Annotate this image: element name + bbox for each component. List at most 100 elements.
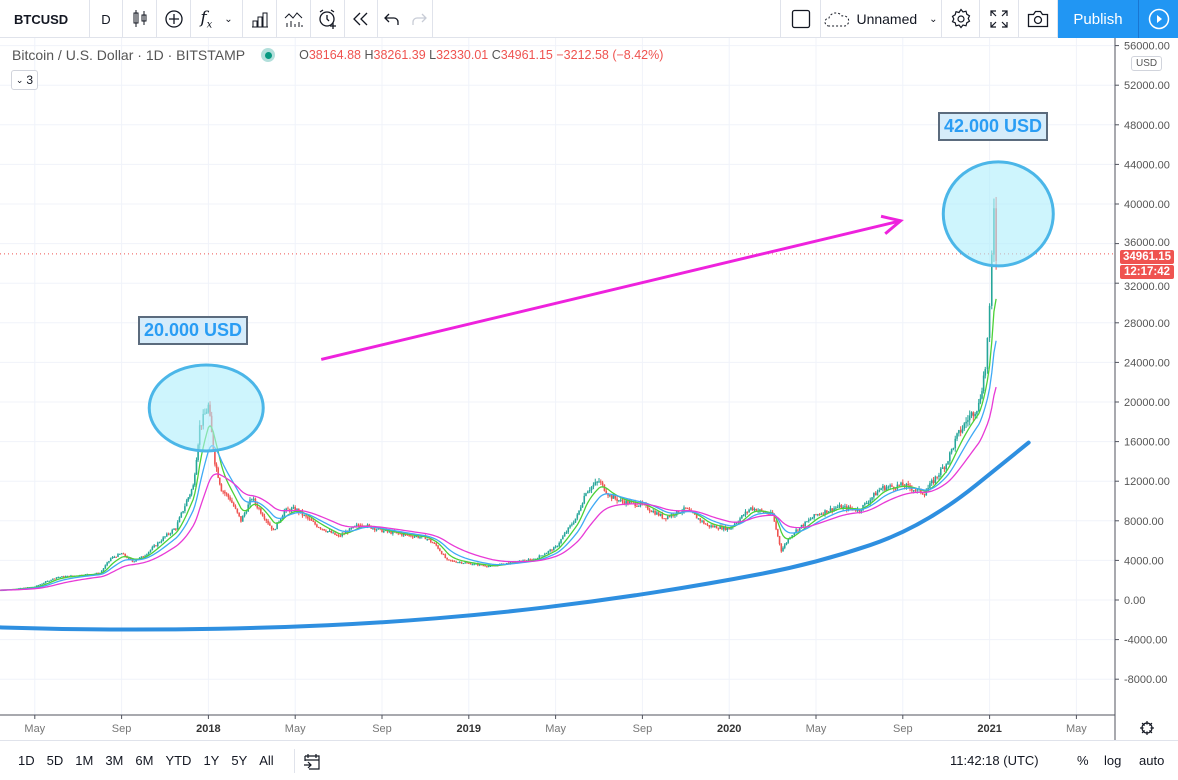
chart-type-button[interactable] (123, 0, 157, 38)
candle-body (965, 421, 967, 424)
candle-body (677, 510, 680, 514)
candle-body (129, 557, 132, 560)
candle-body (552, 547, 555, 551)
candle-body (247, 504, 249, 512)
range-1m[interactable]: 1M (75, 753, 94, 768)
candle-body (760, 509, 763, 511)
candle-body (717, 528, 720, 530)
settings-icon (951, 8, 970, 29)
indicators-button[interactable]: fx ⌄ (191, 0, 243, 38)
alert-button[interactable] (311, 0, 345, 38)
layout-button[interactable] (780, 0, 821, 38)
fullscreen-button[interactable] (980, 0, 1019, 38)
annotation-20000[interactable]: 20.000 USD (138, 316, 249, 345)
auto-toggle[interactable]: auto (1139, 753, 1165, 768)
candle-body (68, 575, 70, 577)
candle-body (486, 566, 488, 568)
divider (293, 748, 295, 773)
replay-button[interactable] (345, 0, 378, 38)
candle-body (251, 499, 253, 501)
financials-button[interactable] (243, 0, 277, 38)
range-1y[interactable]: 1Y (203, 753, 220, 768)
candle-body (750, 507, 752, 510)
percent-toggle[interactable]: % (1077, 753, 1089, 768)
arrow-head (880, 214, 904, 235)
low-label: L (429, 48, 437, 62)
candle-body (585, 493, 587, 496)
range-5d[interactable]: 5D (46, 753, 64, 768)
time-tick-label: May (24, 723, 45, 735)
currency-badge[interactable]: USD (1131, 56, 1163, 71)
range-1d[interactable]: 1D (18, 753, 35, 768)
compare-button[interactable] (157, 0, 191, 38)
candle-body (663, 518, 665, 520)
candle-body (115, 556, 117, 558)
candle-body (753, 508, 756, 511)
undo-icon[interactable] (383, 12, 400, 26)
snapshot-button[interactable] (1019, 0, 1058, 38)
candle-body (195, 460, 198, 475)
candle-body (739, 518, 741, 522)
go-to-date-icon[interactable] (303, 752, 321, 770)
range-all[interactable]: All (259, 753, 274, 768)
ma-mid-line (0, 340, 997, 591)
candle-body (817, 514, 819, 516)
range-ytd[interactable]: YTD (165, 753, 192, 768)
candle-body (811, 517, 814, 520)
interval-button[interactable]: D (90, 0, 123, 38)
symbol-search-button[interactable]: BTCUSD (0, 0, 90, 38)
candle-body (923, 494, 926, 496)
candle-body (822, 513, 825, 515)
candle-body (947, 461, 949, 465)
candle-body (598, 481, 600, 483)
time-tick-label: Sep (112, 723, 132, 735)
range-3m[interactable]: 3M (105, 753, 124, 768)
candle-body (269, 523, 271, 526)
price-tick-label: 4000.00 (1124, 555, 1164, 567)
candle-body (902, 482, 904, 486)
price-tick-label: -4000.00 (1124, 635, 1167, 647)
candle-body (430, 539, 432, 543)
publish-button[interactable]: Publish (1058, 0, 1138, 38)
candle-body (256, 503, 259, 508)
candle-body (647, 505, 649, 510)
candle-body (538, 555, 541, 559)
candle-body (929, 483, 931, 488)
play-button[interactable] (1138, 0, 1178, 38)
time-tick-label: May (545, 723, 566, 735)
range-5y[interactable]: 5Y (231, 753, 248, 768)
utc-clock[interactable]: 11:42:18 (UTC) (950, 753, 1039, 768)
candle-body (581, 503, 584, 508)
candle-body (176, 522, 179, 530)
candle-body (162, 537, 164, 541)
candle-body (484, 565, 486, 567)
candle-body (911, 488, 913, 491)
change-value: −3212.58 (−8.42%) (556, 48, 664, 62)
indicators-toggle-button[interactable]: ⌄ 3 (11, 70, 38, 90)
candle-body (287, 508, 289, 510)
candle-body (710, 525, 712, 527)
log-toggle[interactable]: log (1104, 753, 1122, 768)
candle-body (240, 516, 242, 522)
candle-body (741, 515, 743, 519)
redo-icon[interactable] (411, 12, 427, 26)
range-6m[interactable]: 6M (135, 753, 154, 768)
settings-button[interactable] (942, 0, 980, 38)
annotation-42000[interactable]: 42.000 USD (938, 112, 1049, 141)
market-status-icon (261, 48, 276, 62)
candle-body (986, 337, 989, 370)
candle-body (279, 519, 282, 522)
candle-body (392, 531, 394, 534)
candle-body (542, 555, 544, 557)
candle-body (695, 514, 698, 519)
low-value: 32330.01 (436, 48, 489, 62)
candle-body (806, 521, 808, 523)
candle-body (46, 580, 49, 582)
price-chart[interactable]: -8000.00 -4000.00 0.00 4000.00 8000.00 12000.… (0, 38, 1178, 740)
candle-body (882, 486, 884, 489)
candle-body (562, 536, 564, 540)
templates-button[interactable] (277, 0, 311, 38)
candle-body (258, 507, 260, 509)
candle-body (773, 514, 776, 522)
layout-name-dropdown[interactable]: Unnamed ⌄ (821, 0, 942, 38)
